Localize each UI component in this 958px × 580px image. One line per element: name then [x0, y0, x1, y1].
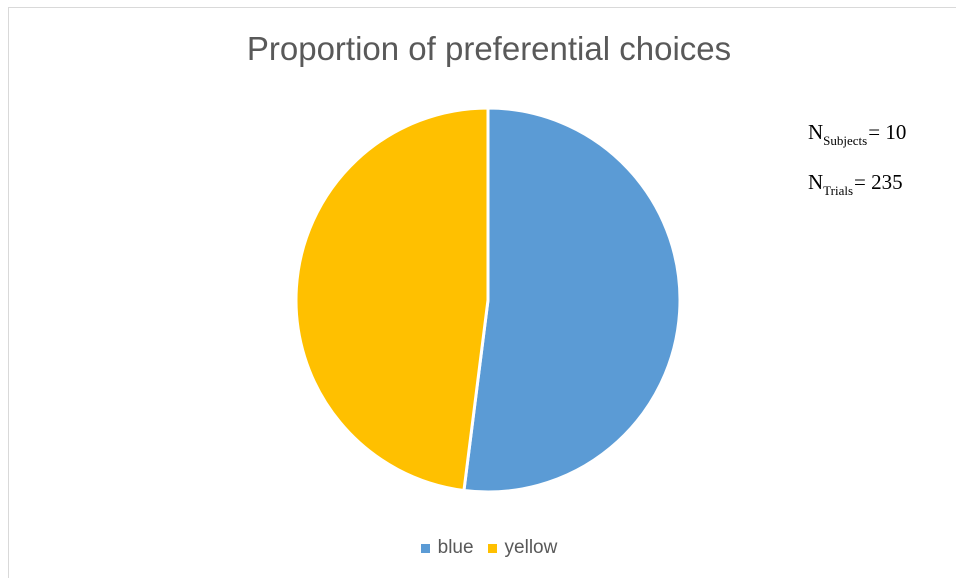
legend-swatch-yellow [487, 543, 497, 553]
annotation-trials: NTrials= 235 [808, 170, 903, 198]
legend-item-yellow: yellow [487, 537, 558, 559]
annotation-subjects-symbol: N [808, 120, 824, 144]
annotation-subjects-subscript: Subjects [823, 133, 868, 148]
legend-swatch-blue [420, 543, 430, 553]
annotation-trials-subscript: Trials [823, 183, 854, 198]
annotation-subjects-value: = 10 [868, 120, 907, 144]
annotation-trials-value: = 235 [854, 170, 903, 194]
legend-label-yellow: yellow [504, 537, 558, 558]
annotation-trials-symbol: N [808, 170, 824, 194]
chart-frame [8, 7, 956, 578]
pie-slice-yellow [294, 106, 490, 492]
legend-label-blue: blue [437, 537, 474, 558]
legend: blue yellow [0, 537, 958, 559]
legend-item-blue: blue [420, 537, 474, 559]
chart-title: Proportion of preferential choices [246, 30, 732, 67]
pie-slice-blue [462, 106, 682, 494]
annotation-subjects: NSubjects= 10 [808, 120, 907, 148]
